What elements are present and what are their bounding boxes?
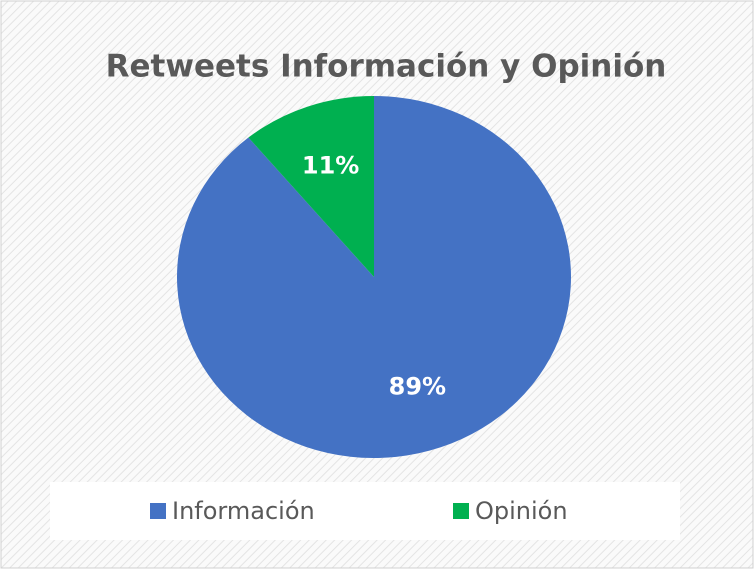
pie-slice	[248, 96, 374, 277]
chart-title: Retweets Información y Opinión	[106, 49, 667, 85]
data-label: 89%	[389, 373, 446, 401]
legend-label: Información	[172, 497, 315, 525]
legend-swatch	[150, 503, 166, 519]
data-label: 11%	[302, 151, 359, 179]
pie-slice	[177, 96, 572, 458]
legend-label: Opinión	[475, 497, 568, 525]
legend-swatch	[453, 503, 469, 519]
legend-box	[50, 482, 680, 540]
